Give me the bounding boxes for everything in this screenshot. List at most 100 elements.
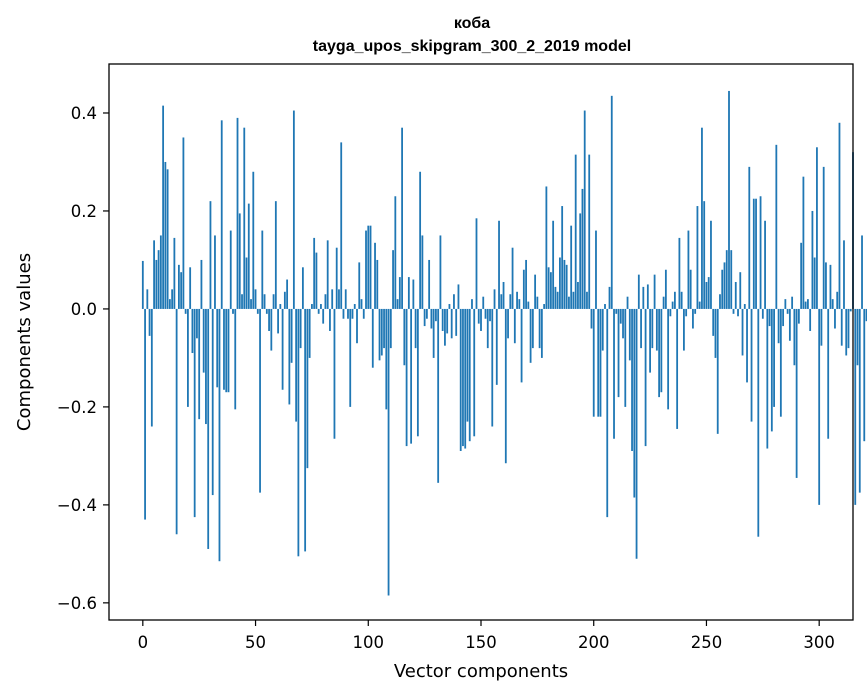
bar-240 [683, 308, 685, 351]
bar-293 [802, 176, 805, 309]
bar-305 [829, 264, 832, 309]
bar-106 [380, 308, 383, 356]
bar-168 [520, 308, 523, 383]
bar-195 [581, 188, 584, 309]
bar-202 [597, 308, 600, 417]
bar-302 [822, 166, 825, 309]
bar-46 [245, 257, 248, 309]
bar-281 [775, 144, 778, 309]
bar-246 [696, 206, 699, 309]
bar-69 [297, 308, 300, 557]
bar-71 [301, 267, 304, 309]
bar-5 [153, 240, 155, 309]
bar-42 [236, 117, 239, 309]
bar-266 [741, 308, 744, 356]
bar-189 [568, 296, 570, 309]
bar-79 [320, 304, 322, 309]
bar-60 [277, 308, 279, 334]
bar-25 [198, 308, 201, 420]
bar-317 [856, 308, 859, 366]
bar-200 [592, 308, 595, 417]
bar-257 [721, 269, 724, 309]
bar-86 [335, 247, 338, 309]
bar-172 [529, 308, 532, 363]
bar-244 [692, 308, 694, 329]
bar-318 [858, 308, 861, 493]
y-axis-ticks: −0.6 −0.4 −0.2 0.0 0.2 0.4 [57, 104, 109, 613]
bar-105 [378, 308, 381, 361]
bar-252 [710, 220, 712, 309]
bar-143 [464, 308, 467, 449]
bar-24 [196, 308, 198, 339]
bar-62 [281, 308, 284, 390]
bar-80 [322, 308, 325, 324]
bar-178 [543, 304, 546, 309]
bar-48 [250, 299, 252, 309]
bar-37 [225, 308, 228, 393]
bar-56 [268, 308, 270, 331]
bar-220 [637, 274, 640, 309]
bar-267 [743, 304, 746, 309]
bar-36 [223, 308, 225, 390]
bar-114 [398, 277, 401, 309]
bar-286 [786, 308, 789, 314]
bar-111 [392, 250, 394, 309]
bar-159 [500, 294, 503, 309]
bar-213 [622, 308, 624, 339]
bar-131 [437, 308, 440, 483]
bar-35 [220, 120, 223, 309]
bar-276 [764, 220, 766, 309]
bar-233 [667, 308, 670, 410]
bar-177 [540, 308, 543, 358]
bar-103 [374, 242, 376, 309]
bar-68 [295, 308, 298, 422]
bar-78 [317, 308, 320, 314]
y-tick-label: −0.4 [57, 496, 97, 515]
bar-203 [599, 308, 602, 417]
bar-15 [175, 308, 178, 535]
bar-198 [588, 154, 591, 309]
bar-191 [572, 291, 575, 309]
bar-299 [816, 147, 818, 309]
bar-273 [757, 308, 760, 537]
bar-251 [707, 277, 710, 309]
bar-235 [671, 301, 674, 309]
bar-118 [407, 277, 410, 309]
bar-312 [845, 308, 848, 356]
bar-140 [457, 284, 460, 309]
bar-2 [146, 289, 149, 309]
bar-204 [601, 308, 604, 351]
bar-236 [673, 291, 676, 309]
bar-205 [604, 304, 606, 309]
bar-186 [561, 206, 564, 309]
bar-137 [450, 308, 453, 339]
bar-99 [365, 230, 367, 309]
bar-263 [734, 281, 737, 309]
bar-76 [313, 237, 316, 309]
bar-125 [423, 308, 426, 327]
bar-130 [435, 308, 437, 322]
bar-209 [613, 308, 615, 439]
bar-96 [358, 262, 361, 309]
bar-285 [784, 299, 787, 309]
bar-183 [554, 286, 557, 309]
bar-104 [376, 259, 379, 309]
bar-193 [577, 281, 579, 309]
bar-135 [446, 308, 449, 334]
bar-211 [617, 308, 620, 398]
bar-110 [389, 308, 392, 349]
bar-176 [538, 308, 541, 349]
y-tick-label: 0.2 [71, 202, 97, 221]
bar-194 [579, 213, 582, 309]
bar-101 [369, 225, 372, 309]
bar-174 [534, 274, 537, 309]
bar-94 [353, 304, 356, 309]
bar-23 [193, 308, 196, 518]
bar-119 [410, 308, 413, 444]
bar-238 [678, 237, 681, 309]
bar-57 [270, 308, 273, 351]
bar-214 [624, 308, 627, 407]
bar-145 [468, 308, 471, 442]
bar-155 [491, 308, 494, 427]
bar-129 [432, 308, 435, 358]
